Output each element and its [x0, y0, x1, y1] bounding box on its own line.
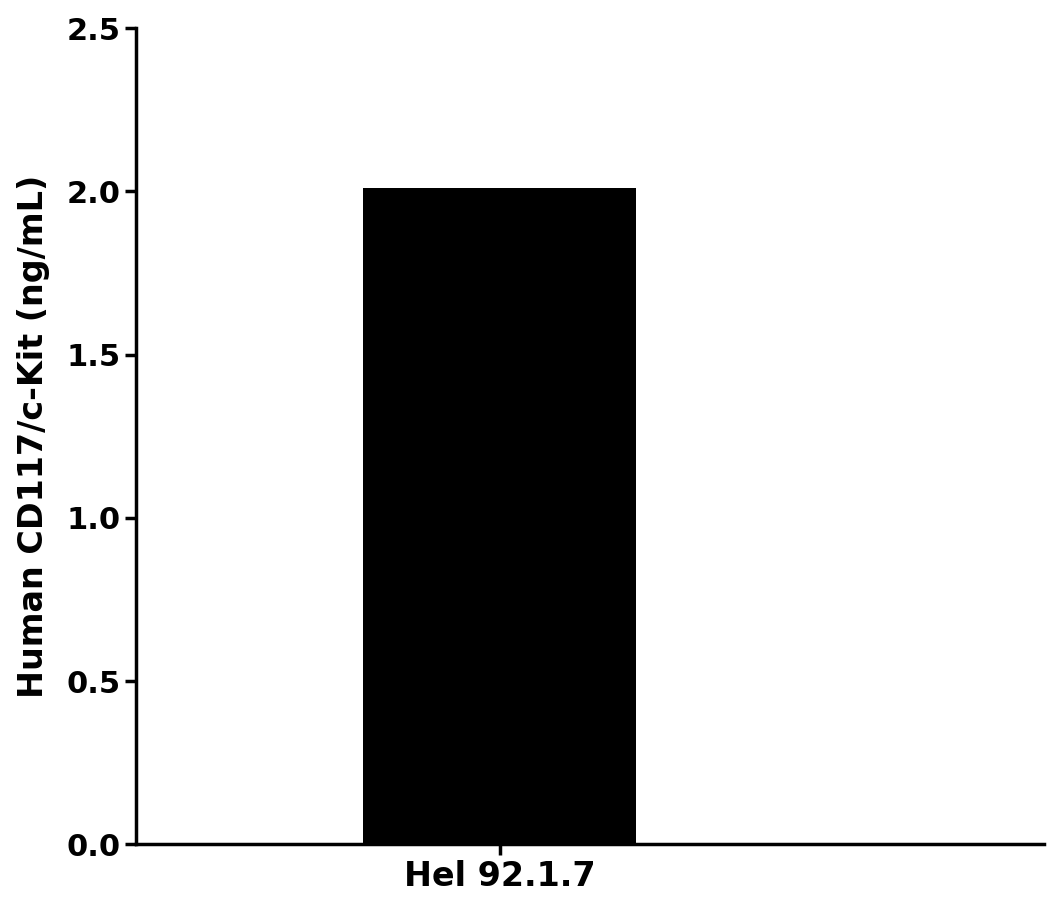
- Y-axis label: Human CD117/c-Kit (ng/mL): Human CD117/c-Kit (ng/mL): [17, 175, 50, 698]
- Bar: [364, 188, 636, 844]
